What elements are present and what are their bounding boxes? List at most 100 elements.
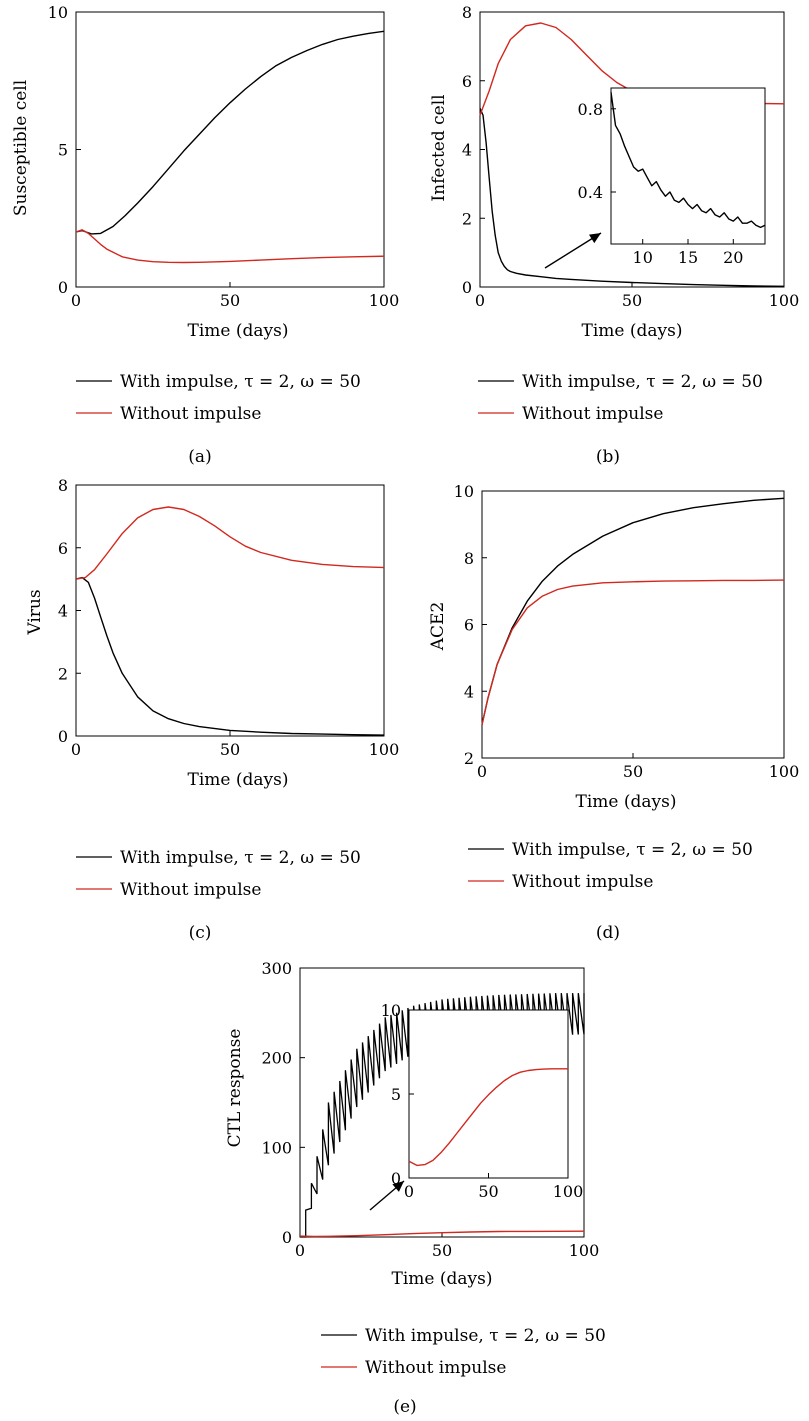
panel-b-xlabel: Time (days) <box>582 321 683 341</box>
panel-e-legend-with: With impulse, τ = 2, ω = 50 <box>365 1326 606 1346</box>
panel-a-xlabel: Time (days) <box>188 321 289 341</box>
panel-a-ytick-label: 0 <box>58 278 68 297</box>
panel-b-inset-frame <box>610 87 766 245</box>
panel-b-ylabel: Infected cell <box>429 94 449 201</box>
panel-e-plot: 0 50 100 0 100 200 300 0 50 100 0 5 10 <box>261 959 599 1260</box>
panel-c-ytick-label: 0 <box>58 727 68 746</box>
panel-a-frame <box>75 11 385 288</box>
panel-e-ytick-label: 0 <box>282 1228 292 1247</box>
panel-b-caption: (b) <box>596 447 620 467</box>
panel-d-ytick-label: 6 <box>464 616 474 635</box>
panel-a-series-with-impulse <box>75 30 385 235</box>
panel-b-inset: 10 15 20 0.4 0.8 <box>578 87 766 267</box>
panel-e-inset-arrow <box>369 1180 405 1211</box>
panel-d-plot: 0 50 100 2 4 6 8 10 <box>454 482 800 781</box>
panel-e-inset: 0 50 100 0 5 10 <box>381 1001 584 1201</box>
panel-c-xtick-label: 100 <box>369 740 400 759</box>
panel-d-ylabel: ACE2 <box>428 602 448 652</box>
panel-b-ytick-label: 8 <box>462 3 472 22</box>
panel-e-xtick-label: 0 <box>295 1241 305 1260</box>
panel-b-inset-ytick-label: 0.4 <box>578 183 603 202</box>
panel-a-legend-with: With impulse, τ = 2, ω = 50 <box>120 372 361 392</box>
panel-e-inset-ytick-label: 5 <box>391 1085 401 1104</box>
panel-b-legend-with: With impulse, τ = 2, ω = 50 <box>522 372 763 392</box>
panel-a-series-without-impulse <box>75 229 385 264</box>
panel-e-ytick-label: 200 <box>261 1049 292 1068</box>
panel-c-ytick-label: 6 <box>58 539 68 558</box>
panel-d-ytick-label: 2 <box>464 749 474 768</box>
panel-c-ytick-label: 2 <box>58 664 68 683</box>
panel-d-legend-without: Without impulse <box>512 872 653 892</box>
panel-b-inset-arrow <box>544 232 602 269</box>
panel-b-inset-xtick-label: 20 <box>723 248 743 267</box>
panel-c-ylabel: Virus <box>25 589 45 635</box>
panel-d-xlabel: Time (days) <box>576 792 677 812</box>
panel-d-series-without-impulse <box>481 579 785 725</box>
panel-b-inset-ytick-label: 0.8 <box>578 100 603 119</box>
panel-b-legend-without: Without impulse <box>522 404 663 424</box>
panel-c-xtick-label: 0 <box>71 740 81 759</box>
panel-c-caption: (c) <box>189 923 212 943</box>
panel-b-plot: 0 50 100 0 2 4 6 8 10 15 20 0.4 0.8 <box>462 3 799 310</box>
panel-c-series-without-impulse <box>75 506 385 580</box>
panel-c-xtick-label: 50 <box>220 740 240 759</box>
panel-b-inset-xtick-label: 10 <box>633 248 653 267</box>
panel-e-inset-xtick-label: 100 <box>553 1182 584 1201</box>
panel-b-ytick-label: 0 <box>462 278 472 297</box>
panel-b-ytick-label: 6 <box>462 72 472 91</box>
panel-c-ytick-label: 8 <box>58 476 68 495</box>
panel-a-xtick-label: 100 <box>369 291 400 310</box>
panel-a-plot: 0 50 100 0 5 10 <box>48 3 400 310</box>
panel-d-legend-with: With impulse, τ = 2, ω = 50 <box>512 840 753 860</box>
panel-b-ytick-label: 2 <box>462 209 472 228</box>
panel-c-legend-with: With impulse, τ = 2, ω = 50 <box>120 848 361 868</box>
panel-a-caption: (a) <box>188 447 211 467</box>
panel-b-series-with-impulse <box>479 108 785 287</box>
panel-c-xlabel: Time (days) <box>188 770 289 790</box>
panel-a-xtick-label: 50 <box>220 291 240 310</box>
panel-b-xtick-label: 100 <box>769 291 800 310</box>
panel-a-ytick-label: 5 <box>58 141 68 160</box>
panel-e-xtick-label: 100 <box>569 1241 600 1260</box>
panel-e-legend-without: Without impulse <box>365 1358 506 1378</box>
panel-e-inset-series-without-impulse <box>408 1068 568 1167</box>
panel-e: 0 50 100 0 100 200 300 0 50 100 0 5 10 Time (days) C… <box>225 959 606 1417</box>
panel-d: 0 50 100 2 4 6 8 10 Time (days) ACE2 With impul… <box>428 482 799 943</box>
panel-a-ytick-label: 10 <box>48 3 68 22</box>
panel-c-frame <box>75 484 385 737</box>
panel-a-legend-without: Without impulse <box>120 404 261 424</box>
panel-e-ytick-label: 300 <box>261 959 292 978</box>
panel-d-ytick-label: 10 <box>454 482 474 501</box>
panel-c-series-with-impulse <box>75 576 385 736</box>
panel-b-xtick-label: 0 <box>475 291 485 310</box>
panel-e-xtick-label: 50 <box>432 1241 452 1260</box>
panel-d-xtick-label: 100 <box>769 762 800 781</box>
panel-e-inset-ytick-label: 0 <box>391 1169 401 1188</box>
panel-d-series-with-impulse <box>481 497 785 725</box>
panel-c-ytick-label: 4 <box>58 602 68 621</box>
panel-e-inset-ytick-label: 10 <box>381 1001 401 1020</box>
panel-e-xlabel: Time (days) <box>392 1269 493 1289</box>
panel-d-frame <box>481 490 785 759</box>
panel-d-xtick-label: 0 <box>477 762 487 781</box>
panel-a-ylabel: Susceptible cell <box>11 80 31 216</box>
panel-d-ytick-label: 4 <box>464 682 474 701</box>
panel-c: 0 50 100 0 2 4 6 8 Time (days) Virus With impul… <box>25 476 399 943</box>
panel-e-caption: (e) <box>393 1397 416 1417</box>
panel-d-xtick-label: 50 <box>623 762 643 781</box>
panel-d-ytick-label: 8 <box>464 549 474 568</box>
panel-b: 0 50 100 0 2 4 6 8 10 15 20 0.4 0.8 Time (days) Infe… <box>429 3 799 467</box>
panel-e-series-without-impulse <box>299 1230 585 1238</box>
panel-c-plot: 0 50 100 0 2 4 6 8 <box>58 476 399 759</box>
panel-e-inset-xtick-label: 50 <box>478 1182 498 1201</box>
panel-b-inset-xtick-label: 15 <box>678 248 698 267</box>
panel-e-inset-xtick-label: 0 <box>404 1182 414 1201</box>
panel-d-caption: (d) <box>596 923 620 943</box>
panel-b-inset-series-with-impulse <box>610 92 766 229</box>
panel-e-ylabel: CTL response <box>225 1029 245 1148</box>
panel-b-ytick-label: 4 <box>462 141 472 160</box>
panel-a-xtick-label: 0 <box>71 291 81 310</box>
panel-e-ytick-label: 100 <box>261 1138 292 1157</box>
